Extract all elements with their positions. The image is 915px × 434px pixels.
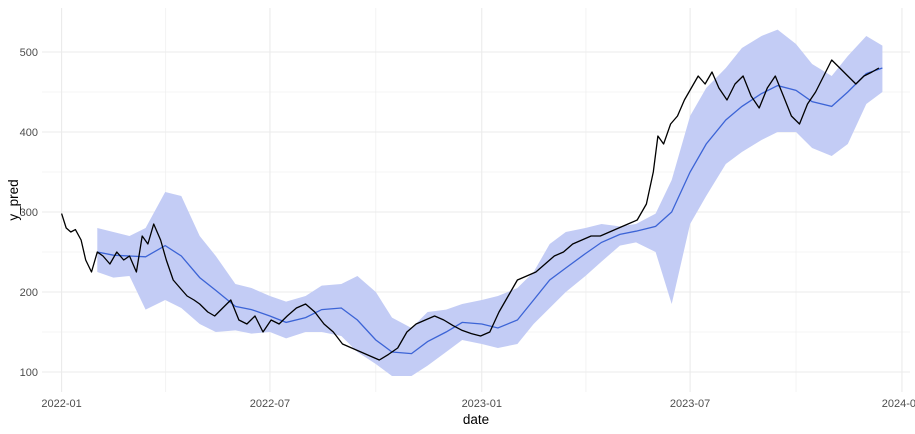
x-tick-label: 2023-07: [670, 398, 710, 410]
prediction-line: [97, 67, 883, 355]
y-tick-label: 400: [20, 127, 38, 139]
x-tick-label: 2022-01: [41, 398, 81, 410]
x-tick-label: 2022-07: [250, 398, 290, 410]
x-tick-label: 2024-01: [882, 398, 915, 410]
x-axis-tick-labels: 2022-01 2022-07 2023-01 2023-07 2024-01: [41, 398, 915, 410]
x-tick-label: 2023-01: [462, 398, 502, 410]
prediction-interval-band: [97, 29, 883, 376]
y-axis-tick-labels: 100 200 300 400 500: [20, 47, 38, 379]
actual-line: [60, 59, 880, 361]
y-tick-label: 500: [20, 47, 38, 59]
y-tick-label: 200: [20, 287, 38, 299]
x-axis-title: date: [463, 412, 489, 427]
y-tick-label: 300: [20, 207, 38, 219]
y-axis-title: y_pred: [6, 179, 21, 220]
y-tick-label: 100: [20, 367, 38, 379]
